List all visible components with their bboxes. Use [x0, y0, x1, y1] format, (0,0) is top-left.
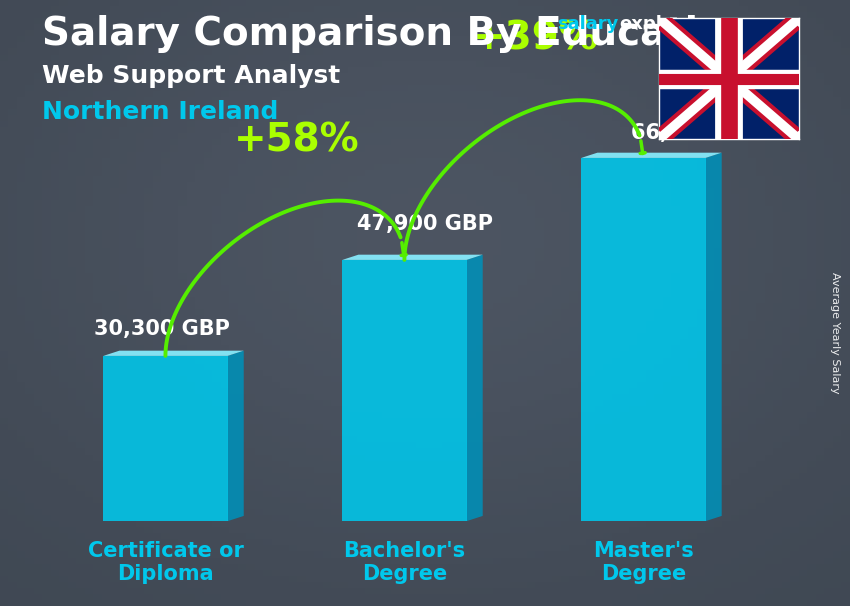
- Polygon shape: [343, 255, 483, 260]
- Text: +58%: +58%: [234, 122, 360, 159]
- Polygon shape: [104, 351, 244, 356]
- Text: 47,900 GBP: 47,900 GBP: [357, 214, 493, 234]
- Text: Average Yearly Salary: Average Yearly Salary: [830, 273, 840, 394]
- Polygon shape: [228, 351, 244, 521]
- Text: Salary Comparison By Education: Salary Comparison By Education: [42, 15, 753, 53]
- Polygon shape: [581, 153, 722, 158]
- Text: +39%: +39%: [473, 19, 598, 58]
- Text: 66,600 GBP: 66,600 GBP: [632, 124, 768, 144]
- Text: explorer.com: explorer.com: [619, 15, 750, 33]
- Text: 30,300 GBP: 30,300 GBP: [94, 319, 230, 339]
- Bar: [343, 260, 467, 521]
- Polygon shape: [467, 255, 483, 521]
- Polygon shape: [706, 153, 722, 521]
- Text: Web Support Analyst: Web Support Analyst: [42, 64, 341, 88]
- Text: Northern Ireland: Northern Ireland: [42, 100, 279, 124]
- Bar: [581, 158, 706, 521]
- Text: salary: salary: [557, 15, 618, 33]
- Bar: [104, 356, 228, 521]
